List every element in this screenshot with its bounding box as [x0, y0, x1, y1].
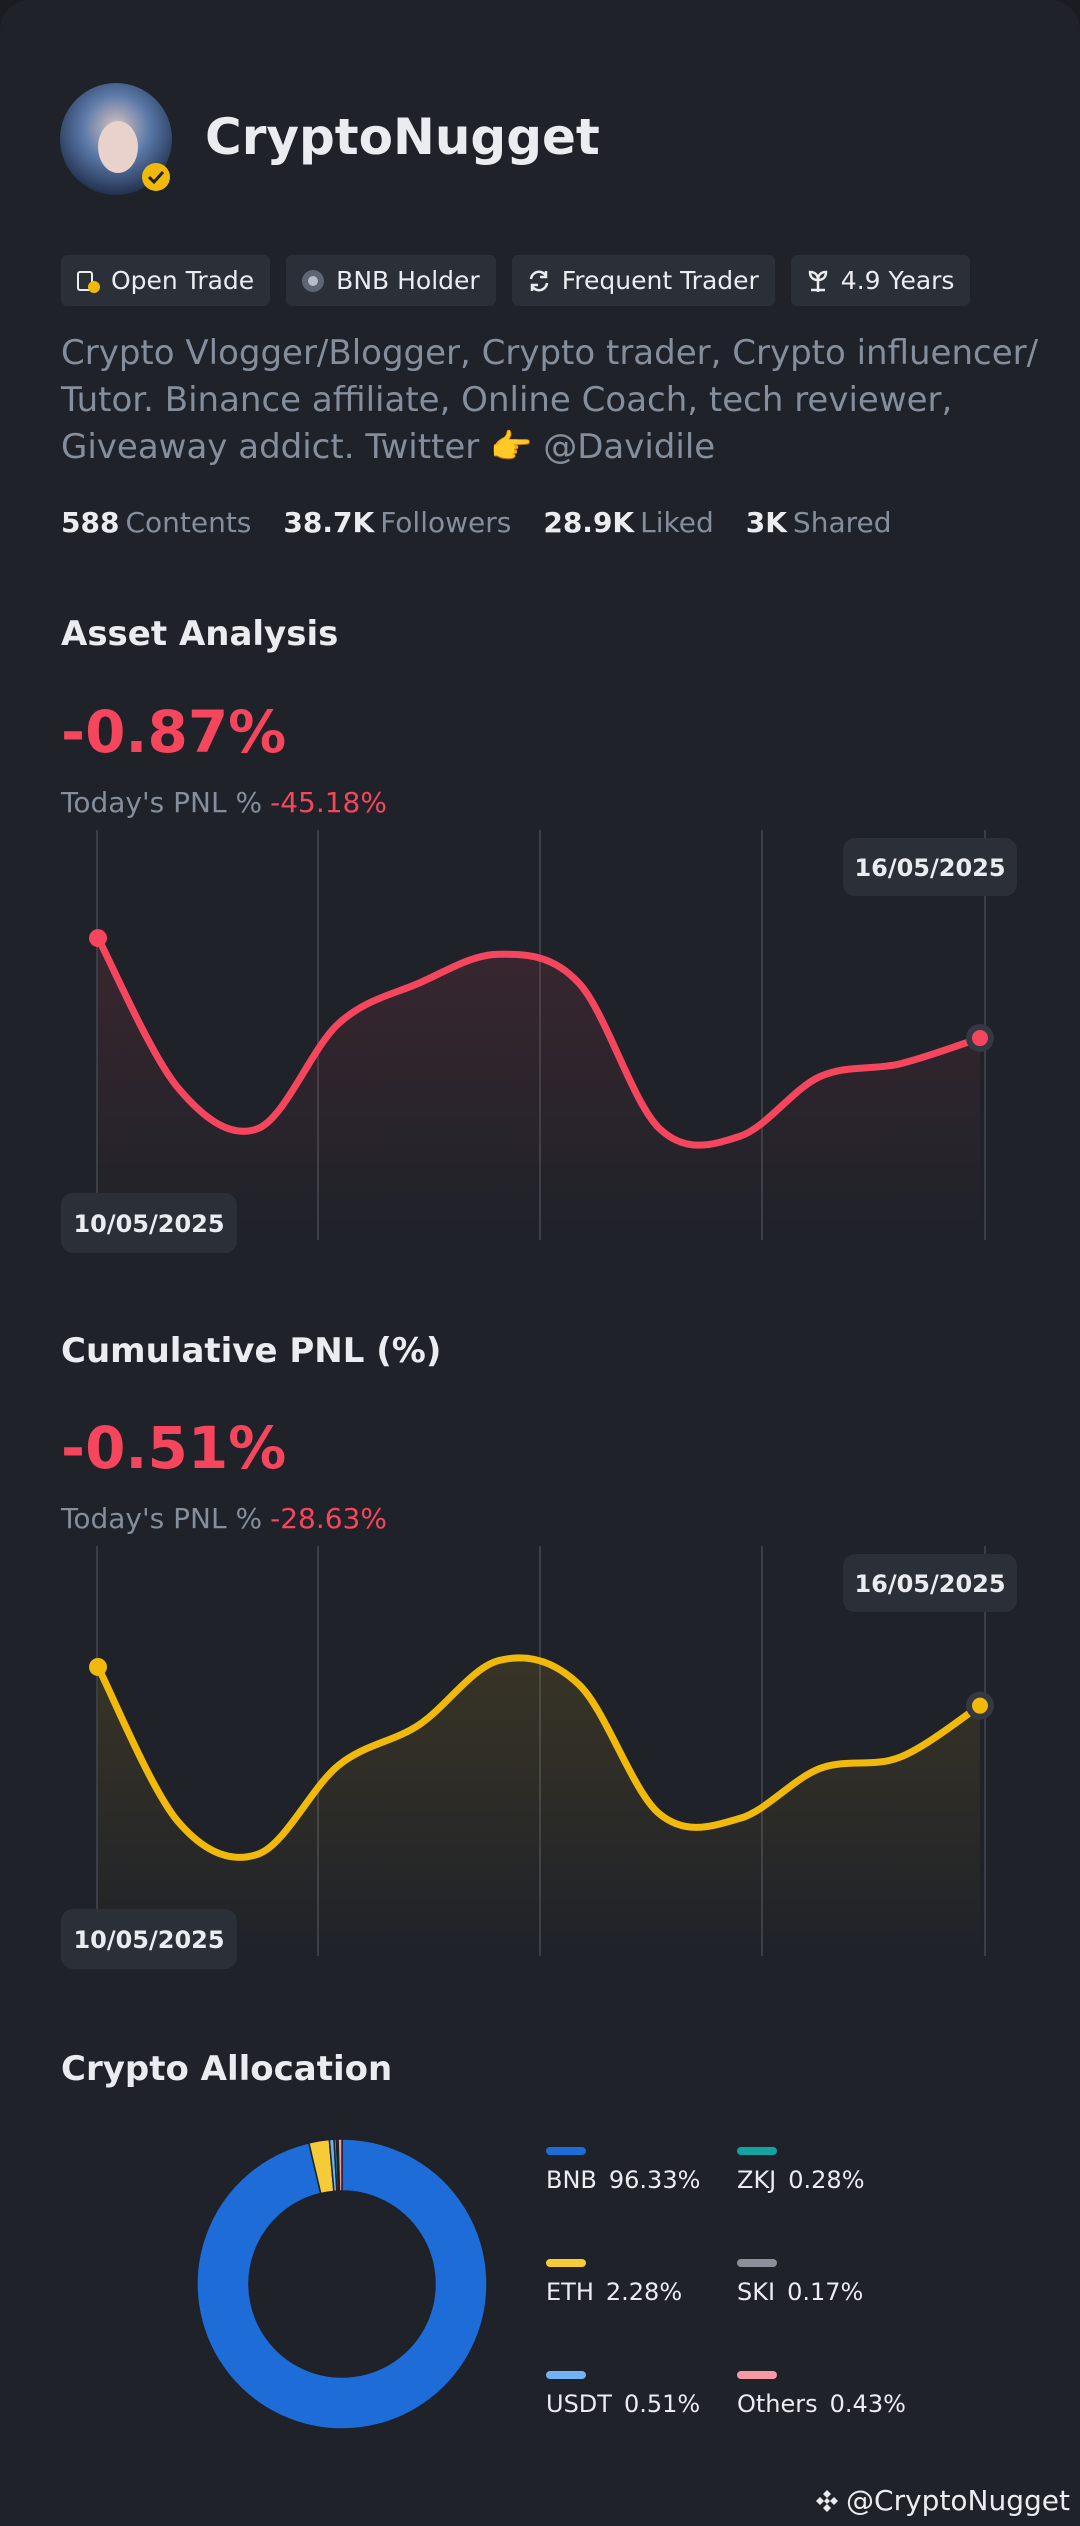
- footer: @CryptoNugget: [814, 2484, 1070, 2517]
- start-date: 10/05/2025: [73, 1210, 224, 1238]
- legend-label: SKI: [737, 2278, 775, 2306]
- legend-label: USDT: [546, 2390, 612, 2418]
- stat-value: 588: [61, 506, 120, 539]
- stat-label: Contents: [125, 506, 252, 539]
- stat-label: Shared: [792, 506, 892, 539]
- section-title: Cumulative PNL (%): [61, 1331, 442, 1371]
- stat: 588 Contents: [61, 506, 251, 539]
- end-date: 16/05/2025: [854, 1570, 1005, 1598]
- allocation-chart: BNB 96.33% ETH 2.28% USDT 0.51% ZKJ 0.28% SKI 0.1…: [196, 2138, 906, 2430]
- stat-value: 38.7K: [283, 506, 375, 539]
- cumulative-chart: 16/05/2025 10/05/2025: [61, 1546, 1017, 1969]
- start-point: [89, 929, 107, 948]
- section-title: Crypto Allocation: [61, 2049, 393, 2089]
- pnl-value: -0.87%: [61, 698, 287, 766]
- tag-label: BNB Holder: [336, 266, 480, 295]
- pnl-label: Today's PNL %: [61, 1502, 263, 1535]
- legend-label: BNB: [546, 2166, 597, 2194]
- pnl-value: -0.51%: [61, 1414, 287, 1482]
- line: [94, 934, 984, 1149]
- start-date: 10/05/2025: [73, 1926, 224, 1954]
- stat: 38.7K Followers: [283, 506, 511, 539]
- pnl-today-value: -45.18%: [270, 786, 387, 819]
- legend-label: ZKJ: [737, 2166, 776, 2194]
- line-area: [98, 1657, 980, 1954]
- stat-label: Liked: [640, 506, 714, 539]
- legend-value: 0.17%: [787, 2278, 863, 2306]
- tag-icon: [808, 270, 828, 292]
- date-tooltip: [61, 1193, 237, 1253]
- asset-chart: 16/05/2025 10/05/2025: [61, 830, 1017, 1253]
- date-tooltip: [61, 1909, 237, 1969]
- pnl-label: Today's PNL %: [61, 786, 263, 819]
- legend-value: 2.28%: [606, 2278, 682, 2306]
- avatar: [60, 83, 172, 195]
- donut-slice: [196, 2138, 488, 2430]
- date-tooltip: [843, 1554, 1017, 1612]
- legend-value: 0.43%: [830, 2390, 906, 2418]
- tag-icon: [529, 270, 548, 291]
- legend-swatch: [546, 2371, 586, 2379]
- tag-icon: [302, 269, 325, 292]
- footer-handle: @CryptoNugget: [846, 2484, 1070, 2517]
- tag: BNB Holder: [286, 255, 496, 306]
- pnl-today-value: -28.63%: [270, 1502, 387, 1535]
- stat-value: 28.9K: [543, 506, 635, 539]
- end-point-dot: [972, 1030, 988, 1047]
- legend-swatch: [546, 2259, 586, 2267]
- legend-label: ETH: [546, 2278, 594, 2306]
- logo: [816, 2489, 839, 2512]
- line-area: [98, 938, 980, 1238]
- tag: Open Trade: [61, 255, 271, 306]
- legend-swatch: [737, 2259, 777, 2267]
- stat: 28.9K Liked: [543, 506, 713, 539]
- tag-label: Frequent Trader: [561, 266, 759, 295]
- end-point-dot: [972, 1697, 988, 1714]
- tag-list: Open Trade BNB Holder Frequent Trader 4.9 Y…: [61, 255, 971, 306]
- legend-swatch: [546, 2147, 586, 2155]
- donut-slice: [337, 2138, 343, 2192]
- today-pnl: Today's PNL % -45.18%: [61, 786, 387, 819]
- today-pnl: Today's PNL % -28.63%: [61, 1502, 387, 1535]
- stats: 588 Contents 38.7K Followers 28.9K Liked 3K Sha…: [61, 506, 892, 539]
- tag-icon: [77, 270, 100, 293]
- tag-label: 4.9 Years: [840, 266, 955, 295]
- username: CryptoNugget: [205, 108, 600, 166]
- start-point: [89, 1657, 107, 1676]
- line: [94, 1654, 984, 1861]
- end-date: 16/05/2025: [854, 854, 1005, 882]
- stat: 3K Shared: [746, 506, 892, 539]
- tag-label: Open Trade: [111, 266, 255, 295]
- legend-value: 0.28%: [788, 2166, 864, 2194]
- section-title: Asset Analysis: [61, 614, 339, 654]
- legend-value: 0.51%: [624, 2390, 700, 2418]
- stat-label: Followers: [380, 506, 512, 539]
- legend-label: Others: [737, 2390, 818, 2418]
- stat-value: 3K: [745, 506, 787, 539]
- tag: Frequent Trader: [511, 255, 775, 306]
- legend-swatch: [737, 2147, 777, 2155]
- legend-value: 96.33%: [609, 2166, 701, 2194]
- bio: Crypto Vlogger/Blogger, Crypto trader, C…: [61, 333, 1039, 467]
- legend-swatch: [737, 2371, 777, 2379]
- date-tooltip: [843, 838, 1017, 896]
- tag: 4.9 Years: [790, 255, 971, 306]
